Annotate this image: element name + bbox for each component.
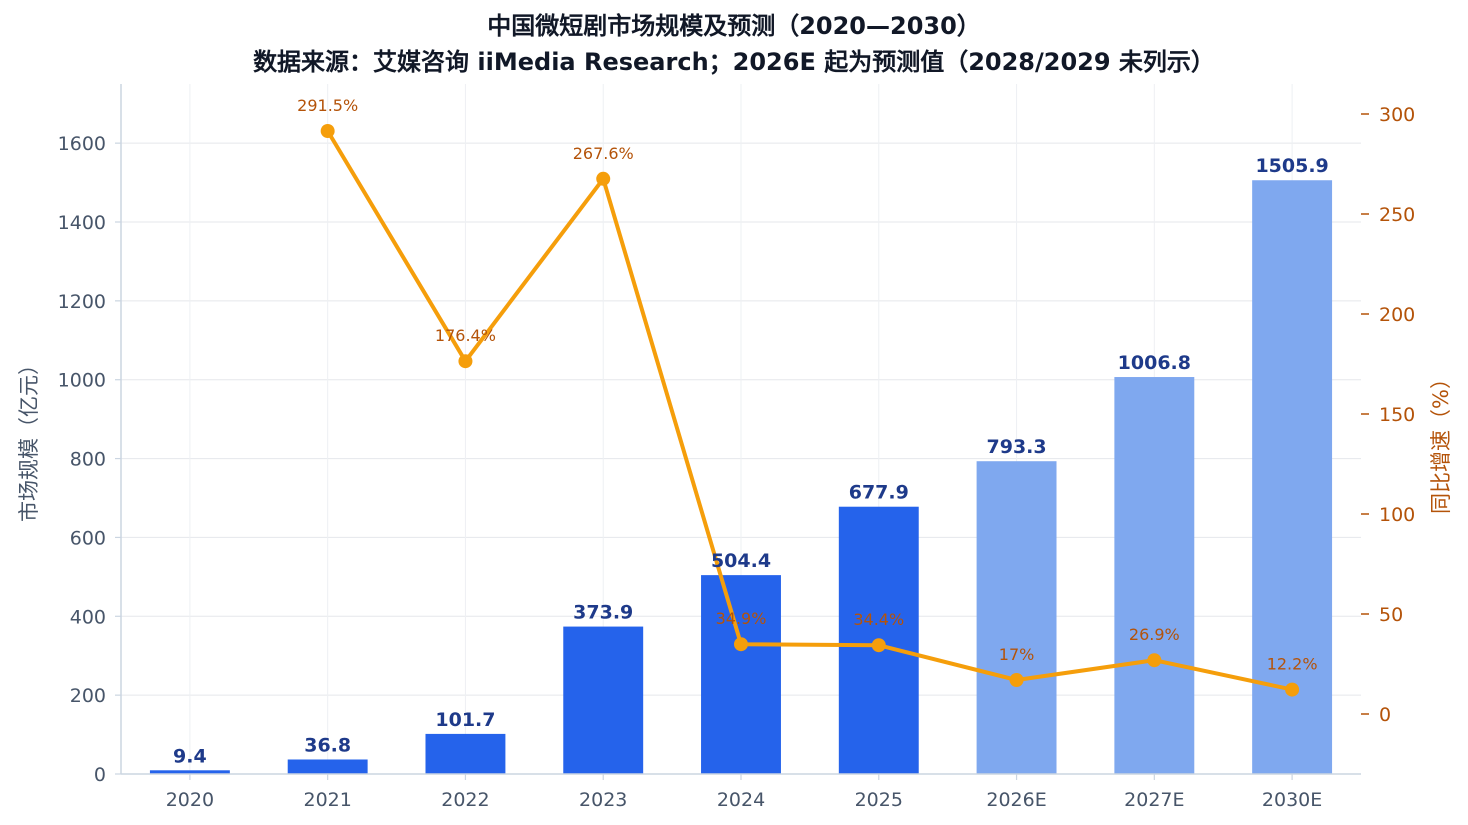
x-tick-label: 2022 [441, 789, 489, 811]
bar [287, 759, 368, 774]
bar-value-label: 1505.9 [1255, 155, 1328, 177]
bar-value-label: 793.3 [987, 436, 1047, 458]
growth-point [596, 171, 611, 186]
y-tick-label: 0 [94, 764, 106, 786]
chart-title-line2: 数据来源：艾媒咨询 iiMedia Research；2026E 起为预测值（2… [253, 48, 1215, 76]
y2-tick-label: 250 [1379, 204, 1415, 226]
y-tick-label: 1200 [58, 291, 106, 313]
y-tick-label: 1000 [58, 370, 106, 392]
growth-value-label: 12.2% [1267, 655, 1318, 674]
y2-tick-label: 150 [1379, 404, 1415, 426]
growth-point [734, 637, 748, 652]
growth-value-label: 26.9% [1129, 625, 1180, 644]
growth-value-label: 17% [999, 645, 1035, 664]
y-tick-label: 600 [70, 527, 106, 549]
y-tick-label: 400 [70, 606, 106, 628]
bar-value-label: 504.4 [711, 550, 771, 572]
y-tick-label: 1600 [58, 133, 106, 155]
chart-title-line1: 中国微短剧市场规模及预测（2020—2030） [487, 12, 981, 40]
y-tick-label: 1400 [58, 212, 106, 234]
growth-line-series [320, 124, 1300, 697]
y2-tick-label: 50 [1379, 604, 1403, 626]
bar-value-label: 9.4 [173, 745, 207, 767]
growth-point [320, 124, 335, 138]
y-tick-label: 200 [70, 685, 106, 707]
y2-tick-label: 0 [1379, 704, 1391, 726]
y2-axis-label: 同比增速（%） [1429, 368, 1453, 514]
x-tick-label: 2025 [855, 789, 903, 811]
y2-tick-label: 300 [1379, 104, 1415, 126]
y-axis-label: 市场规模（亿元） [17, 354, 41, 522]
y-tick-label: 800 [70, 449, 106, 471]
growth-value-label: 34.4% [853, 610, 904, 629]
growth-point [871, 638, 886, 653]
growth-point [458, 354, 473, 369]
bar-value-label: 373.9 [573, 602, 633, 624]
bar-value-label: 677.9 [849, 482, 909, 504]
growth-line [325, 129, 1293, 692]
growth-value-label: 34.9% [716, 609, 767, 628]
bar-value-label: 1006.8 [1118, 352, 1191, 374]
bar [425, 733, 506, 774]
bar [1252, 180, 1333, 775]
growth-point [1147, 653, 1162, 668]
x-tick-label: 2023 [579, 789, 627, 811]
data-labels: 9.4 36.8 101.7 373.9 504.4 677.9 793.3 1006.8 15… [173, 96, 1329, 767]
growth-value-label: 267.6% [573, 144, 634, 163]
bar [149, 770, 230, 774]
bar-value-label: 101.7 [435, 709, 495, 731]
growth-point [1285, 682, 1300, 697]
growth-point [1009, 673, 1024, 687]
bar [563, 626, 644, 774]
bar [976, 461, 1057, 774]
x-tick-label: 2021 [303, 789, 351, 811]
x-tick-label: 2026E [986, 789, 1046, 811]
x-tick-label: 2030E [1262, 789, 1322, 811]
growth-value-label: 291.5% [297, 96, 358, 115]
y2-tick-label: 100 [1379, 504, 1415, 526]
bar [1114, 377, 1195, 774]
x-tick-label: 2024 [717, 789, 765, 811]
growth-value-label: 176.4% [435, 326, 496, 345]
bar [701, 575, 781, 774]
x-tick-label: 2020 [166, 789, 214, 811]
bar-series [149, 180, 1333, 775]
x-tick-label: 2027E [1124, 789, 1184, 811]
bar-value-label: 36.8 [304, 734, 351, 756]
y2-tick-label: 200 [1379, 304, 1415, 326]
